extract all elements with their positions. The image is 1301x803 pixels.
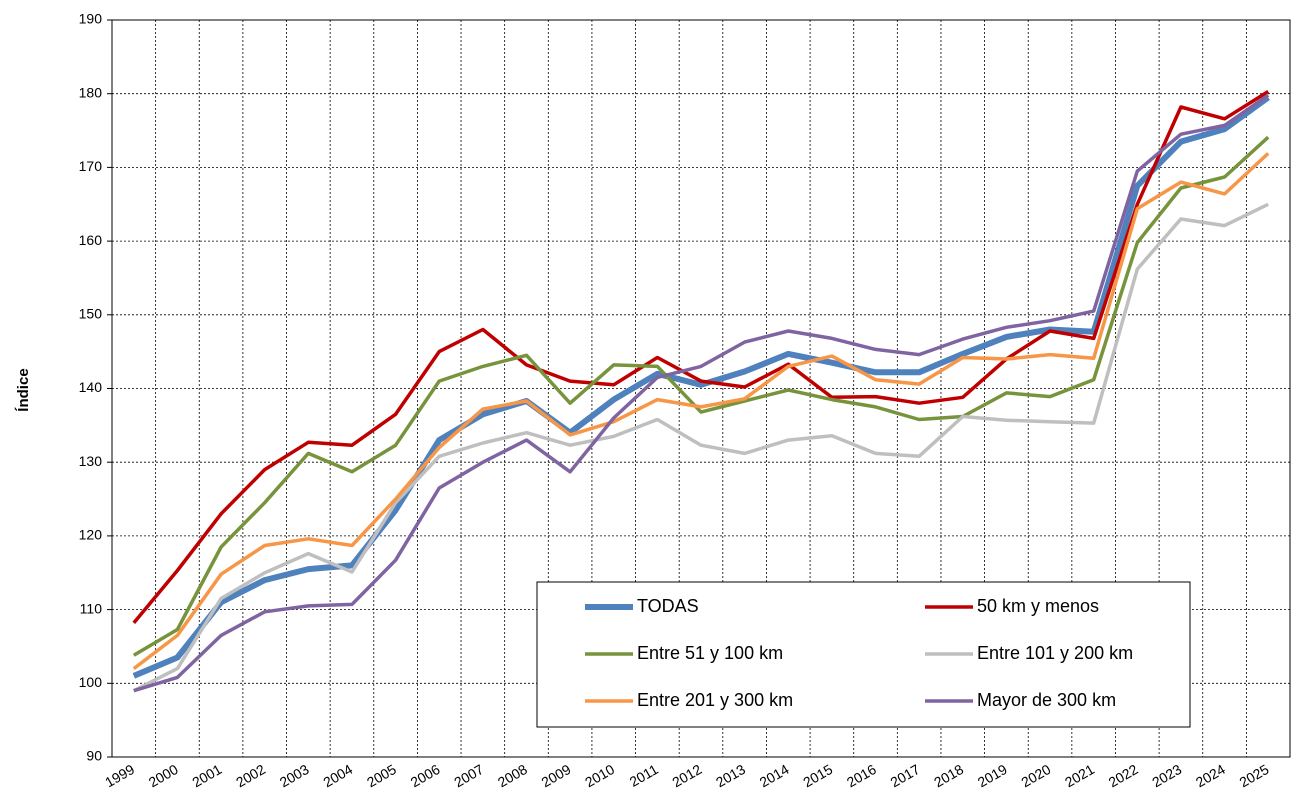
y-tick-label: 100 <box>79 674 103 690</box>
x-tick-label: 1999 <box>102 761 137 791</box>
series-line <box>133 202 1269 693</box>
legend-label: 50 km y menos <box>977 596 1099 616</box>
x-tick-label: 2010 <box>582 761 617 791</box>
x-tick-label: 2024 <box>1193 761 1228 791</box>
series-line <box>132 152 1270 670</box>
x-tick-label: 2013 <box>713 761 748 791</box>
y-axis-label: Índice <box>15 368 32 411</box>
series-line <box>132 90 1270 625</box>
plot-border <box>111 19 1291 758</box>
x-tick-label: 2006 <box>408 761 443 791</box>
series-line <box>132 135 1270 657</box>
y-tick-label: 120 <box>79 527 103 543</box>
x-tick-label: 2014 <box>757 761 792 791</box>
legend-label: Entre 101 y 200 km <box>977 643 1133 663</box>
y-tick-label: 140 <box>79 379 103 395</box>
y-tick-label: 150 <box>79 306 103 322</box>
y-tick-label: 190 <box>79 11 103 27</box>
legend-box <box>536 581 1191 728</box>
x-tick-label: 2019 <box>975 761 1010 791</box>
legend-label: Entre 51 y 100 km <box>637 643 783 663</box>
x-tick-label: 2001 <box>189 761 224 791</box>
y-tick-label: 170 <box>79 158 103 174</box>
x-tick-label: 2023 <box>1149 761 1184 791</box>
x-tick-label: 2021 <box>1062 761 1097 791</box>
y-tick-label: 110 <box>80 600 103 616</box>
x-tick-label: 2007 <box>451 761 486 791</box>
x-tick-label: 2020 <box>1018 761 1053 791</box>
x-tick-label: 2009 <box>538 761 573 791</box>
x-tick-label: 2002 <box>233 761 268 791</box>
x-tick-label: 2008 <box>495 761 530 791</box>
x-tick-label: 2022 <box>1106 761 1141 791</box>
y-tick-label: 180 <box>79 84 103 100</box>
y-tick-label: 160 <box>79 232 103 248</box>
x-tick-label: 2018 <box>931 761 966 791</box>
x-tick-label: 2004 <box>320 761 355 791</box>
x-tick-label: 2005 <box>364 761 399 791</box>
legend-label: Entre 201 y 300 km <box>637 690 793 710</box>
x-tick-label: 2012 <box>669 761 704 791</box>
x-tick-label: 2017 <box>888 761 923 791</box>
x-tick-label: 2000 <box>146 761 181 791</box>
legend-label: TODAS <box>637 596 699 616</box>
series-line <box>132 94 1270 679</box>
x-tick-label: 2016 <box>844 761 879 791</box>
y-tick-label: 90 <box>86 748 102 764</box>
x-tick-label: 2003 <box>277 761 312 791</box>
x-tick-label: 2015 <box>800 761 835 791</box>
x-tick-label: 2011 <box>627 761 661 790</box>
y-tick-label: 130 <box>79 453 103 469</box>
legend-label: Mayor de 300 km <box>977 690 1116 710</box>
series-line <box>133 93 1270 693</box>
x-tick-label: 2025 <box>1237 761 1272 791</box>
